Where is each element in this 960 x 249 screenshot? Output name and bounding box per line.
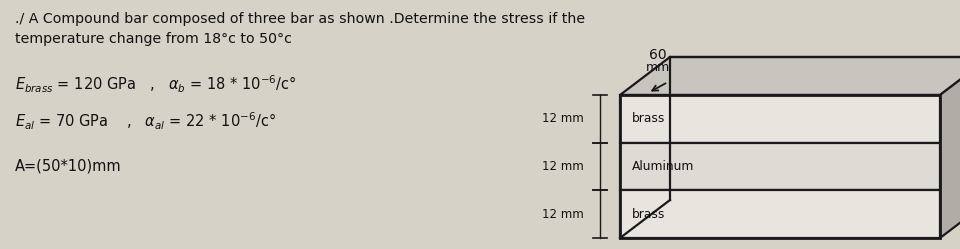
Text: ./ A Compound bar composed of three bar as shown .Determine the stress if the: ./ A Compound bar composed of three bar … — [15, 12, 586, 26]
Polygon shape — [620, 57, 960, 95]
Polygon shape — [940, 57, 960, 238]
Text: 12 mm: 12 mm — [542, 208, 584, 221]
Text: 60: 60 — [649, 48, 667, 62]
Text: $E_{brass}$ = 120 GPa   ,   $\alpha_b$ = 18 * 10$^{-6}$/c°: $E_{brass}$ = 120 GPa , $\alpha_b$ = 18 … — [15, 74, 297, 95]
Text: Aluminum: Aluminum — [632, 160, 694, 173]
Bar — [620, 143, 940, 190]
Text: brass: brass — [632, 208, 665, 221]
Text: brass: brass — [632, 112, 665, 125]
Text: A=(50*10)mm: A=(50*10)mm — [15, 158, 122, 173]
Bar — [620, 95, 940, 238]
Bar — [620, 95, 940, 143]
Text: temperature change from 18°c to 50°c: temperature change from 18°c to 50°c — [15, 32, 292, 46]
Text: 12 mm: 12 mm — [542, 112, 584, 125]
Text: $E_{al}$ = 70 GPa    ,   $\alpha_{al}$ = 22 * 10$^{-6}$/c°: $E_{al}$ = 70 GPa , $\alpha_{al}$ = 22 *… — [15, 111, 276, 132]
Bar — [620, 190, 940, 238]
Text: mm: mm — [646, 61, 670, 74]
Text: 12 mm: 12 mm — [542, 160, 584, 173]
